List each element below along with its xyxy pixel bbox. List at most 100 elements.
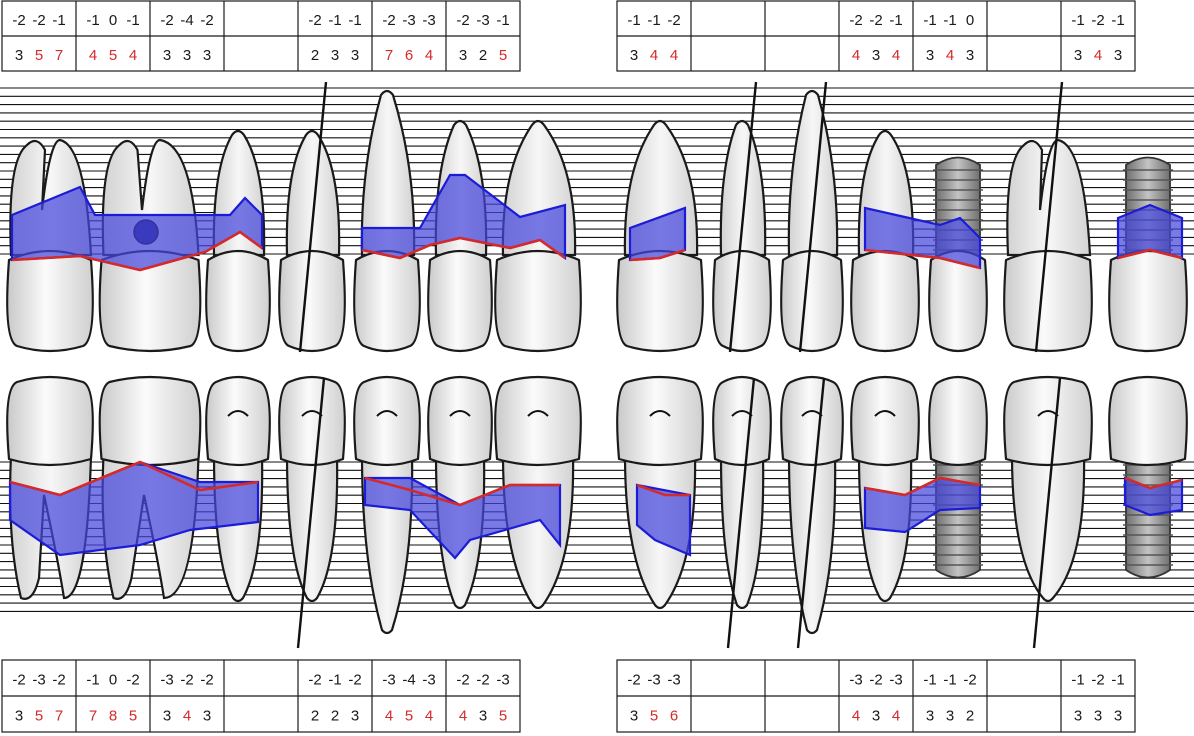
lower-pocket-overlay <box>8 460 1184 560</box>
upper-far-left-gingival-line <box>1117 248 1183 260</box>
lower-premolar-2-crown <box>278 375 346 467</box>
lower-right-table-cell: 0 <box>109 671 117 688</box>
upper-right-table-cell: -1 <box>496 12 509 29</box>
upper-right-table-cell: 3 <box>331 47 339 64</box>
upper-right-table-cell: -2 <box>456 12 469 29</box>
lower-right-table-cell: -2 <box>308 671 321 688</box>
lower-left-gingival-line-2 <box>864 476 981 497</box>
lower-left-table-cell: -2 <box>1091 671 1104 688</box>
upper-canine-l-missing-mark <box>798 81 828 353</box>
upper-right-table-cell: 5 <box>109 47 117 64</box>
upper-canine-root <box>360 89 416 257</box>
upper-canine-l-root <box>787 89 839 257</box>
lower-incisor-2-root <box>501 453 575 610</box>
upper-right-table-cell: -2 <box>308 12 321 29</box>
upper-lateral-incisor-crown <box>427 250 493 353</box>
upper-premolar-1-crown <box>205 250 271 353</box>
lower-implant-1-implant-screw <box>935 449 981 579</box>
lower-right-table-cell: 4 <box>183 707 191 724</box>
upper-canine-l-crown <box>780 250 844 353</box>
upper-right-table-cell: -3 <box>422 12 435 29</box>
lower-premolar-l1-crown <box>850 375 920 467</box>
upper-left-table-cell: 3 <box>966 47 974 64</box>
lower-right-table-cell: 5 <box>499 707 507 724</box>
lower-canine-occlusal-mark <box>376 410 398 417</box>
lower-premolar-2-root <box>285 453 339 603</box>
lower-premolar-1-crown <box>205 375 271 467</box>
lower-canine-l-crown <box>780 375 844 467</box>
lower-right-table-cell: 5 <box>35 707 43 724</box>
lower-incisor-2-crown <box>494 375 582 467</box>
upper-left-table-cell: -1 <box>943 12 956 29</box>
lower-right-table-cell: 3 <box>351 707 359 724</box>
lower-incisor-4-root <box>719 453 765 610</box>
upper-right-table-cell: 3 <box>459 47 467 64</box>
lower-premolar-2-tooth <box>278 375 346 649</box>
lower-right-table-cell: 4 <box>385 707 393 724</box>
upper-depth-grid <box>0 87 1194 255</box>
lower-left-table-cell: 6 <box>670 707 678 724</box>
upper-left-table-cell: -2 <box>1091 12 1104 29</box>
lower-premolar-1-root <box>212 453 264 603</box>
lower-right-table-cell: 7 <box>89 707 97 724</box>
upper-right-table-cell: 0 <box>109 12 117 29</box>
lower-left-table-cell: 4 <box>852 707 860 724</box>
lower-implant-2-tooth <box>1108 375 1188 579</box>
upper-premolar-2-missing-mark <box>298 81 328 353</box>
lower-right-table-cell: 5 <box>129 707 137 724</box>
upper-right-table-cell: -2 <box>200 12 213 29</box>
upper-molar-l1-crown <box>1003 249 1093 353</box>
upper-right-table-cell: -4 <box>180 12 193 29</box>
lower-right-table-cell: -2 <box>456 671 469 688</box>
lower-canine-l-missing-mark <box>796 377 826 649</box>
lower-right-table-cell: -1 <box>328 671 341 688</box>
lower-right-table-cell: 8 <box>109 707 117 724</box>
upper-central-incisor-l-crown <box>616 249 704 353</box>
lower-center-gingival-line <box>364 476 560 507</box>
upper-left-gingival-line-2 <box>864 248 981 270</box>
upper-left-table-cell: -2 <box>869 12 882 29</box>
upper-right-table-cell: -3 <box>476 12 489 29</box>
upper-premolar-2-tooth <box>278 81 346 353</box>
lower-left-table-cell: 3 <box>946 707 954 724</box>
lower-right-table-cell: 3 <box>479 707 487 724</box>
lower-right-table-cell: 3 <box>203 707 211 724</box>
upper-left-table-cell: -1 <box>889 12 902 29</box>
lower-implant-1-crown <box>928 375 988 467</box>
upper-premolar-2-root <box>285 129 341 257</box>
lower-left-table-cell: -1 <box>1071 671 1084 688</box>
upper-left-table-cell: 4 <box>946 47 954 64</box>
upper-right-table-cell: 3 <box>351 47 359 64</box>
lower-premolar-l1-occlusal-mark <box>874 410 896 417</box>
upper-measurement-tables: -2 -2 -13 5 7-1 0 -14 5 4-2 -4 -23 3 3-2 -1 -12 3 3-2 -3-… <box>1 0 1136 72</box>
lower-left-table-cell: -2 <box>869 671 882 688</box>
upper-right-table-cell: 4 <box>89 47 97 64</box>
upper-premolar-l1-crown <box>850 250 920 353</box>
upper-right-table-cell: 3 <box>203 47 211 64</box>
lower-canine-l-tooth <box>780 375 844 649</box>
lower-incisor-3-occlusal-mark <box>649 410 671 417</box>
upper-central-incisor-r-crown <box>494 249 582 353</box>
lower-left-table-cell: -3 <box>647 671 660 688</box>
lower-right-gingival-line <box>9 460 259 497</box>
upper-left-table-cell: -1 <box>627 12 640 29</box>
lower-molar-2-crown <box>98 375 202 467</box>
upper-right-table-cell: 6 <box>405 47 413 64</box>
upper-lateral-incisor-l-root <box>719 119 767 257</box>
lower-left-table-cell: -2 <box>963 671 976 688</box>
lower-left-table-cell: -3 <box>667 671 680 688</box>
lower-measurement-tables: -2 -3 -23 5 7-1 0 -27 8 5-3 -2 -23 4 3-2 -1 -22 2 3-3 -4-… <box>1 659 1136 733</box>
upper-right-gingival-line <box>11 230 263 272</box>
lower-left-pocket-area-1 <box>635 483 692 557</box>
upper-right-table-cell: 3 <box>15 47 23 64</box>
upper-left-table-cell: 3 <box>872 47 880 64</box>
lower-premolar-l2-root <box>1010 453 1086 603</box>
upper-right-table-cell: 5 <box>499 47 507 64</box>
upper-molar-l1-tooth <box>1003 81 1093 353</box>
lower-premolar-l2-missing-mark <box>1032 377 1062 649</box>
upper-right-table-cell: -2 <box>32 12 45 29</box>
lower-right-table-cell: -2 <box>476 671 489 688</box>
upper-left-table-cell: -2 <box>849 12 862 29</box>
lower-incisor-3-crown <box>616 375 704 467</box>
upper-right-table-cell: -1 <box>52 12 65 29</box>
